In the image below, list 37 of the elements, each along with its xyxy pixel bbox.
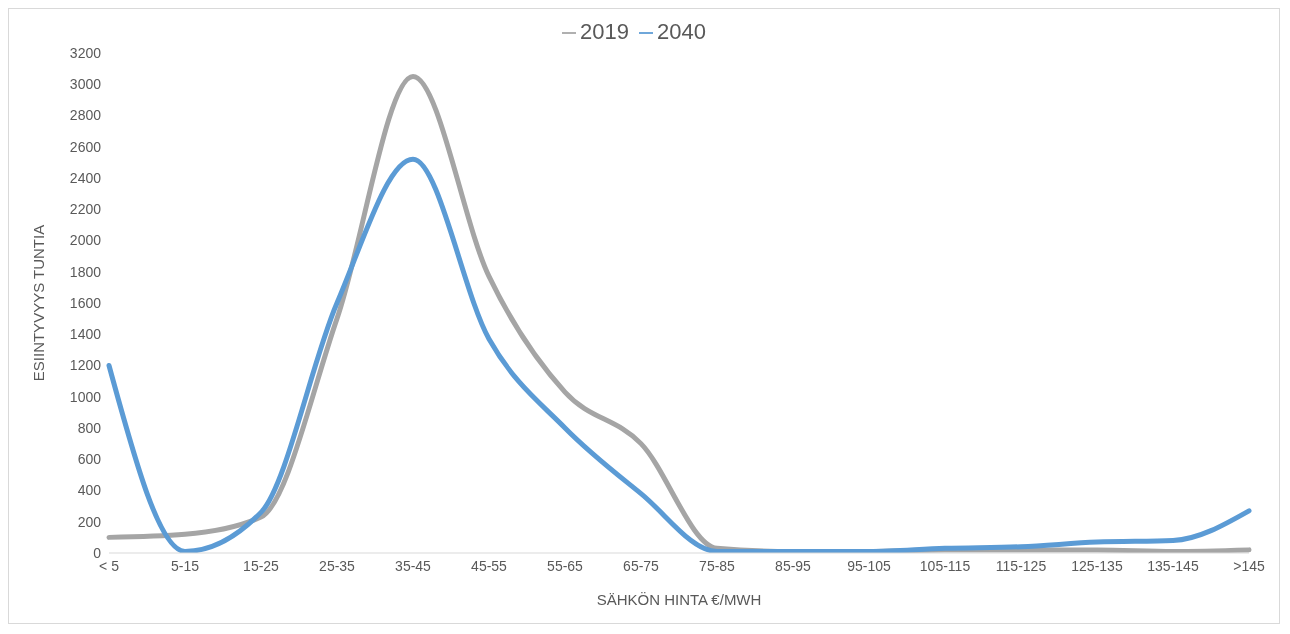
- y-tick-label: 3000: [69, 76, 102, 93]
- y-tick-label: 2600: [69, 138, 102, 155]
- x-tick-label: 45-55: [471, 557, 508, 574]
- y-tick-label: 3200: [69, 44, 102, 61]
- x-tick-label: 85-95: [775, 557, 812, 574]
- legend-label: 2019: [580, 19, 629, 44]
- x-tick-label: 35-45: [395, 557, 432, 574]
- y-tick-label: 1200: [69, 357, 102, 374]
- y-tick-label: 600: [77, 451, 102, 468]
- x-tick-label: 105-115: [919, 557, 971, 574]
- y-tick-label: 2800: [69, 107, 102, 124]
- y-tick-label: 800: [77, 419, 102, 436]
- y-tick-label: 2000: [69, 232, 102, 249]
- x-axis-title: SÄHKÖN HINTA €/MWH: [596, 591, 762, 608]
- y-tick-label: 2200: [69, 201, 102, 218]
- x-tick-label: 135-145: [1147, 557, 1199, 574]
- x-tick-label: 125-135: [1071, 557, 1123, 574]
- y-tick-label: 1800: [69, 263, 102, 280]
- y-tick-label: 1400: [69, 326, 102, 343]
- legend-label: 2040: [657, 19, 706, 44]
- x-tick-label: 95-105: [847, 557, 892, 574]
- x-tick-label: 75-85: [699, 557, 736, 574]
- y-tick-label: 2400: [69, 169, 102, 186]
- x-tick-label: 15-25: [243, 557, 280, 574]
- y-tick-label: 1600: [69, 294, 102, 311]
- x-tick-label: 5-15: [170, 557, 200, 574]
- y-tick-label: 200: [77, 513, 102, 530]
- x-tick-label: 25-35: [319, 557, 356, 574]
- x-tick-label: >145: [1233, 557, 1265, 574]
- x-tick-label: 115-125: [995, 557, 1047, 574]
- x-tick-label: 55-65: [547, 557, 584, 574]
- y-tick-label: 1000: [69, 388, 102, 405]
- y-axis-title: ESIINTYVYYS TUNTIA: [30, 224, 48, 382]
- y-tick-label: 0: [93, 544, 102, 561]
- x-tick-label: < 5: [99, 557, 120, 574]
- y-tick-label: 400: [77, 482, 102, 499]
- x-tick-label: 65-75: [623, 557, 660, 574]
